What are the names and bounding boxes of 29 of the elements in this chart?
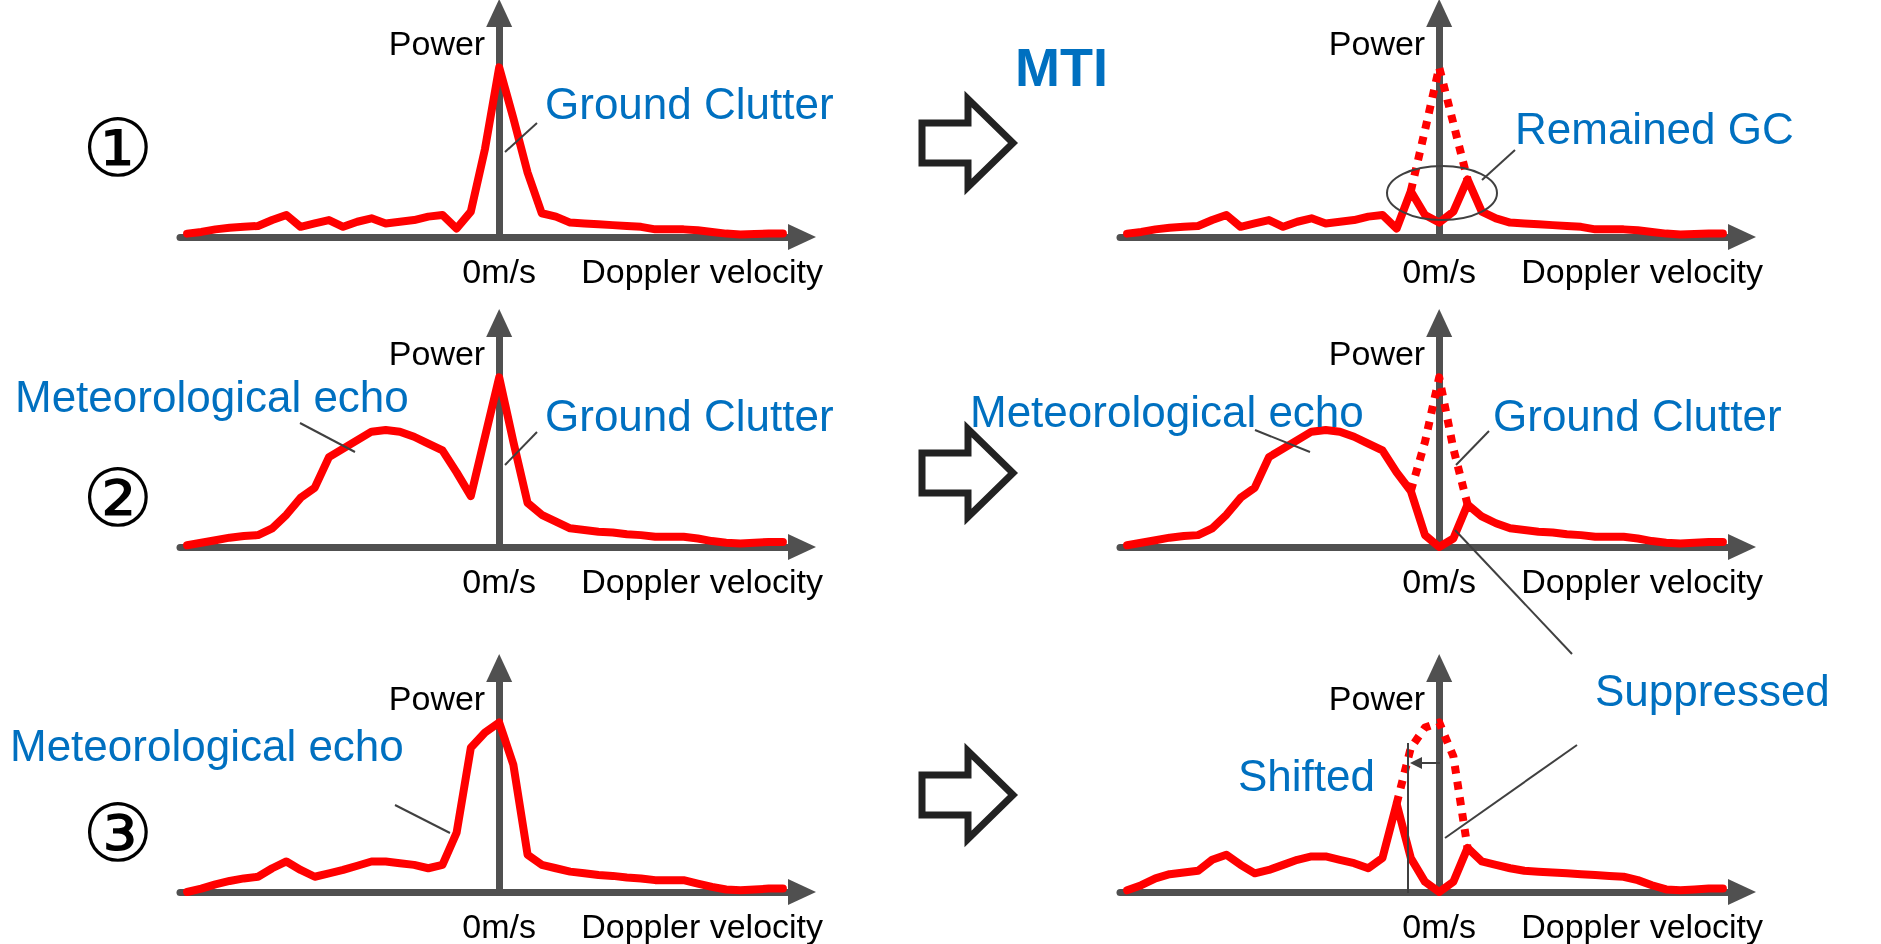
- text: ③: [82, 786, 154, 880]
- text: ②: [82, 451, 154, 545]
- text: 0m/s: [1402, 907, 1477, 944]
- text: 0m/s: [462, 562, 537, 600]
- annotation: Ground Clutter: [545, 78, 834, 128]
- annotation: Meteorological echo: [15, 371, 409, 421]
- x-axis-title: Doppler velocity: [581, 252, 824, 290]
- x-axis-title: Doppler velocity: [581, 562, 824, 600]
- y-axis-title: Power: [1328, 679, 1426, 717]
- text: ①: [82, 101, 154, 195]
- y-axis-title: Power: [388, 24, 486, 62]
- text: 0m/s: [1402, 252, 1477, 290]
- text: 0m/s: [462, 907, 537, 944]
- annotation: Meteorological echo: [10, 720, 404, 770]
- annotation: Shifted: [1238, 750, 1375, 800]
- annotation: Meteorological echo: [970, 386, 1364, 436]
- annotation: Ground Clutter: [1493, 390, 1782, 440]
- chart-title: MTI: [1014, 37, 1108, 97]
- y-axis-title: Power: [388, 679, 486, 717]
- annotation: Remained GC: [1515, 103, 1794, 153]
- x-axis-title: Doppler velocity: [1521, 252, 1764, 290]
- text: Suppressed: [1595, 665, 1830, 715]
- y-axis-title: Power: [388, 334, 486, 372]
- x-axis-title: Doppler velocity: [1521, 562, 1764, 600]
- annotation: Ground Clutter: [545, 390, 834, 440]
- text: 0m/s: [462, 252, 537, 290]
- y-axis-title: Power: [1328, 24, 1426, 62]
- y-axis-title: Power: [1328, 334, 1426, 372]
- text: 0m/s: [1402, 562, 1477, 600]
